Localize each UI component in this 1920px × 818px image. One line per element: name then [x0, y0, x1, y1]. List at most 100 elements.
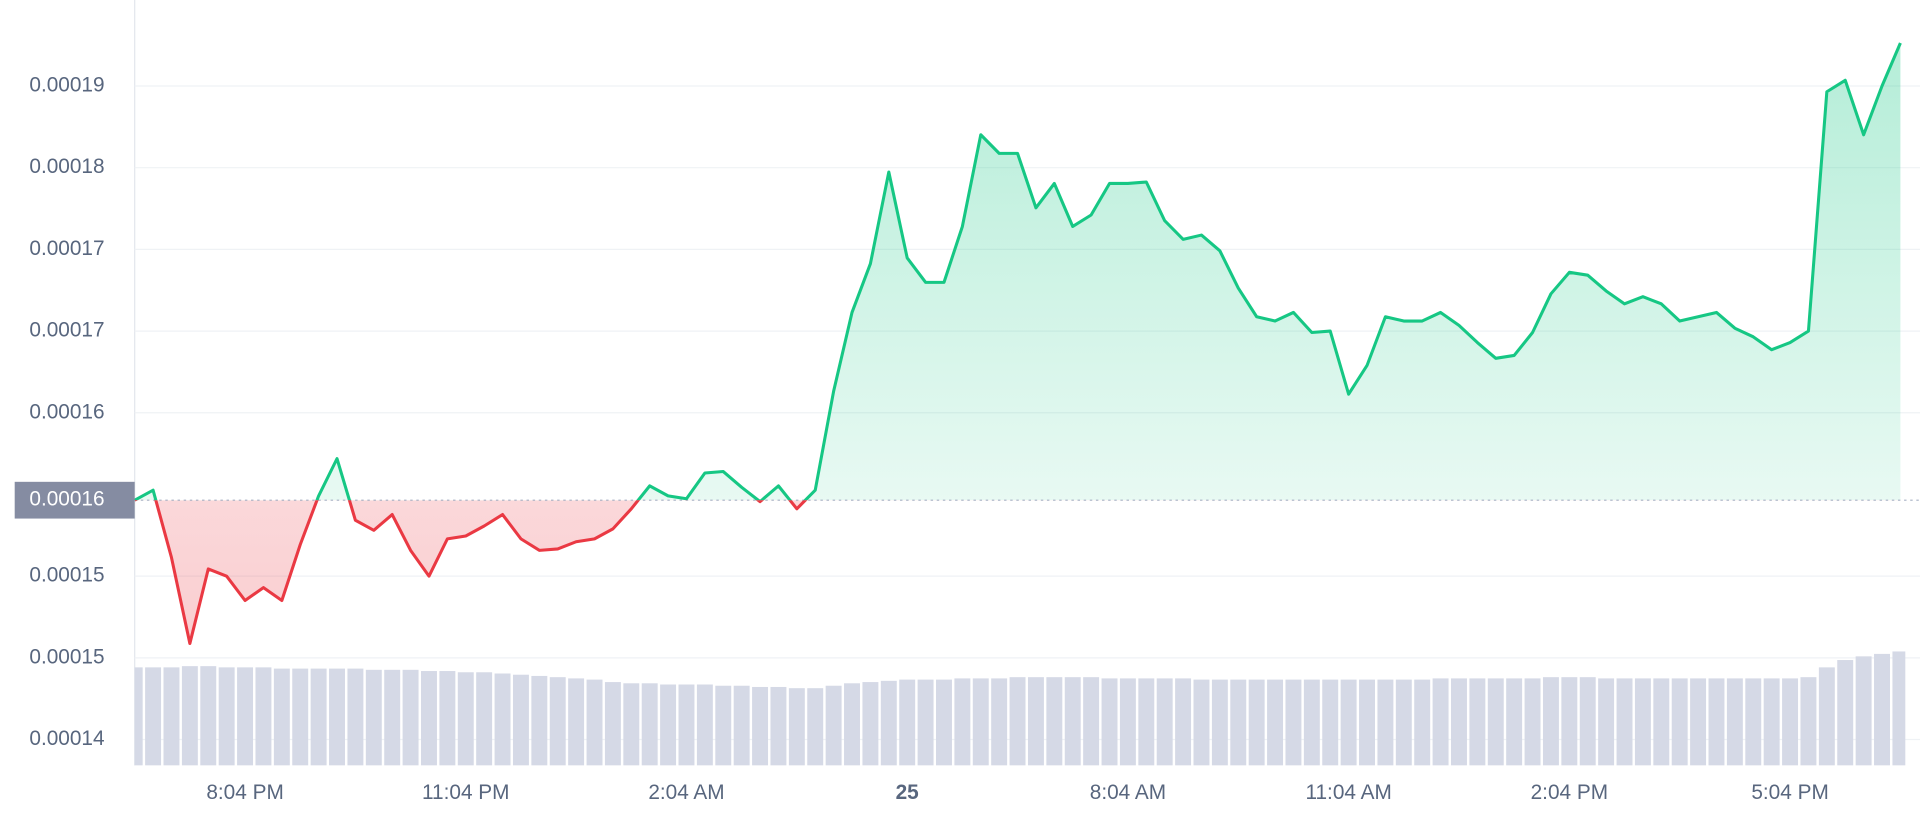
- volume-bar: [1322, 679, 1339, 766]
- volume-bar: [310, 668, 327, 766]
- volume-bar: [1432, 678, 1449, 766]
- volume-bar: [1230, 679, 1247, 766]
- volume-bar: [1506, 678, 1523, 766]
- area-up: [134, 43, 1901, 501]
- volume-bar: [1690, 678, 1707, 766]
- volume-bar: [1837, 660, 1854, 766]
- volume-bar: [494, 673, 511, 766]
- volume-bar: [1285, 679, 1302, 766]
- volume-bar: [1634, 678, 1651, 766]
- volume-bar: [1800, 677, 1817, 766]
- volume-bar: [1745, 678, 1762, 766]
- volume-bar: [1874, 653, 1890, 766]
- volume-bar: [145, 667, 162, 766]
- volume-bar: [1818, 667, 1835, 766]
- volume-bar: [1119, 678, 1136, 766]
- volume-bar: [329, 668, 345, 766]
- y-tick-label: 0.00018: [29, 155, 104, 178]
- volume-bar: [1726, 678, 1743, 766]
- volume-bar: [1782, 678, 1799, 766]
- volume-bar: [457, 672, 474, 766]
- volume-bar: [439, 671, 456, 766]
- volume-bar: [972, 678, 989, 766]
- volume-bar: [715, 685, 732, 766]
- volume-bar: [163, 667, 180, 766]
- volume-bar: [255, 667, 272, 766]
- y-tick-label: 0.00015: [29, 564, 104, 587]
- volume-bar: [1156, 678, 1173, 766]
- volume-bar: [660, 684, 677, 766]
- y-tick-label: 0.00017: [29, 237, 104, 260]
- volume-bar: [1451, 678, 1467, 766]
- volume-bar: [1046, 677, 1063, 766]
- y-tick-label: 0.00016: [29, 400, 104, 423]
- volume-bar: [476, 672, 493, 766]
- volume-bar: [1616, 678, 1633, 766]
- volume-bar: [1248, 679, 1265, 766]
- volume-bar: [991, 678, 1008, 766]
- volume-bar: [733, 685, 750, 766]
- volume-bar: [788, 688, 805, 766]
- volume-bar: [917, 679, 934, 766]
- volume-bar: [1524, 678, 1541, 766]
- volume-bar: [586, 679, 603, 766]
- volume-bar: [531, 675, 548, 766]
- volume-bar: [623, 683, 640, 766]
- y-tick-label: 0.00014: [29, 727, 104, 750]
- x-tick-label: 2:04 AM: [648, 781, 724, 804]
- y-tick-label: 0.00015: [29, 645, 104, 668]
- volume-bar: [237, 667, 254, 766]
- volume-bar: [1101, 678, 1118, 766]
- volume-bar: [200, 666, 217, 766]
- volume-bar: [1671, 678, 1688, 766]
- volume-bar: [402, 669, 419, 766]
- volume-bar: [844, 683, 860, 766]
- volume-bar: [1064, 677, 1081, 766]
- volume-bar: [218, 667, 235, 766]
- x-tick-label: 25: [896, 781, 919, 804]
- x-tick-label: 11:04 AM: [1305, 781, 1391, 804]
- volume-bar: [1359, 679, 1375, 766]
- volume-bar: [421, 671, 437, 766]
- volume-bar: [1340, 679, 1357, 766]
- volume-bar: [1083, 677, 1100, 766]
- volume-bar: [899, 679, 916, 766]
- volume-bar: [1763, 678, 1780, 766]
- volume-bar: [134, 667, 143, 766]
- volume-bar: [1211, 679, 1228, 766]
- volume-bar: [1303, 679, 1320, 766]
- volume-bar: [347, 668, 364, 766]
- volume-bar: [1395, 679, 1412, 766]
- x-tick-label: 11:04 PM: [422, 781, 509, 804]
- reference-label: 0.00016: [29, 488, 104, 511]
- volume-bar: [1653, 678, 1670, 766]
- volume-bar: [936, 679, 952, 766]
- volume-bar: [1175, 678, 1192, 766]
- volume-bar: [880, 680, 897, 766]
- volume-bar: [181, 666, 198, 766]
- volume-bar: [365, 669, 382, 766]
- volume-bar: [641, 683, 658, 766]
- volume-bar: [954, 678, 971, 766]
- reference-label-box: [14, 481, 135, 519]
- volume-bar: [292, 668, 309, 766]
- area-down: [134, 500, 1901, 644]
- volume-bar: [1414, 679, 1431, 766]
- volume-bar: [1708, 678, 1725, 766]
- volume-bar: [696, 684, 713, 766]
- volume-bar: [1561, 677, 1578, 766]
- volume-bar: [1027, 677, 1044, 766]
- volume-bar: [604, 682, 621, 766]
- volume-bar: [384, 669, 401, 766]
- volume-bar: [549, 677, 566, 766]
- x-tick-label: 2:04 PM: [1531, 781, 1608, 804]
- price-line-up: [133, 42, 1902, 501]
- volume-bar: [1542, 677, 1559, 766]
- volume-bar: [1193, 679, 1210, 766]
- volume-bar: [568, 678, 585, 766]
- volume-bar: [273, 668, 290, 766]
- volume-bar: [1892, 651, 1906, 766]
- volume-bar: [1377, 679, 1394, 766]
- volume-bar: [1855, 656, 1872, 766]
